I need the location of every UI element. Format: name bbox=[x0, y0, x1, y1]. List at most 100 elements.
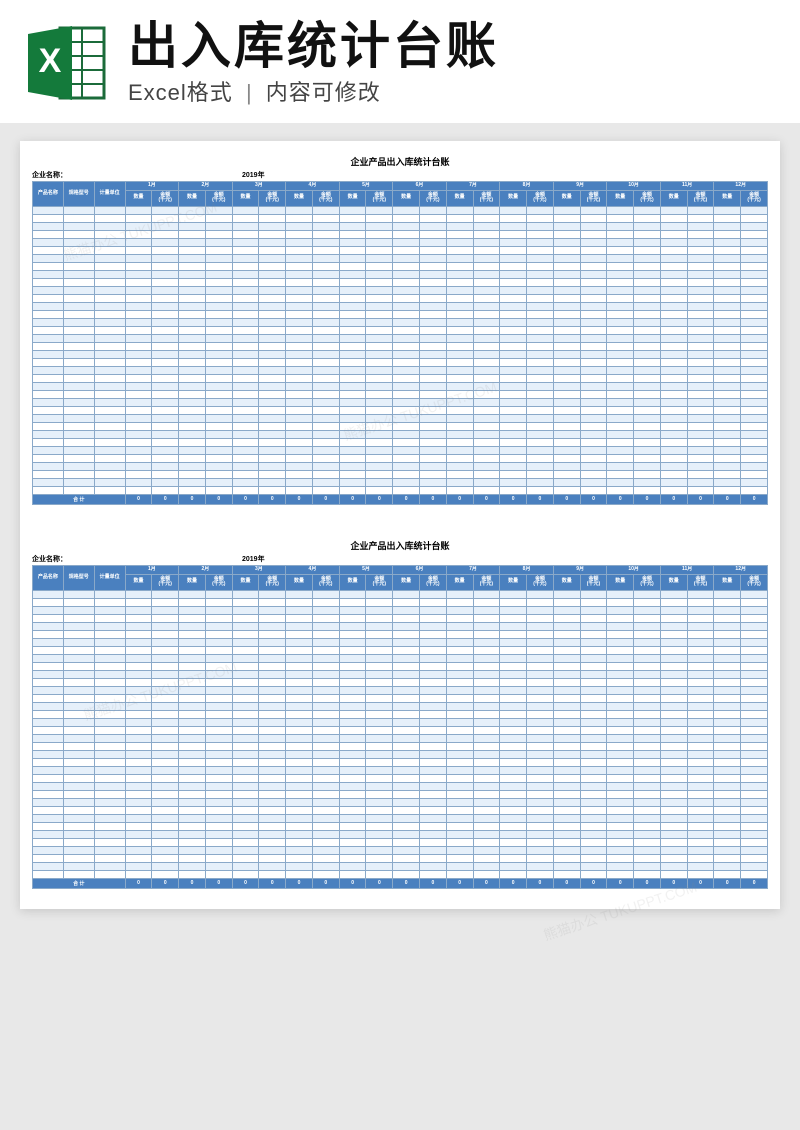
cell[interactable] bbox=[179, 398, 206, 406]
cell[interactable] bbox=[286, 838, 313, 846]
cell[interactable] bbox=[420, 254, 447, 262]
cell[interactable] bbox=[393, 422, 420, 430]
cell[interactable] bbox=[500, 446, 527, 454]
cell[interactable] bbox=[634, 726, 661, 734]
cell[interactable] bbox=[286, 606, 313, 614]
cell[interactable] bbox=[366, 334, 393, 342]
cell[interactable] bbox=[741, 350, 768, 358]
cell[interactable] bbox=[339, 390, 366, 398]
cell[interactable] bbox=[232, 326, 259, 334]
cell[interactable] bbox=[179, 774, 206, 782]
cell[interactable] bbox=[660, 854, 687, 862]
cell[interactable] bbox=[473, 230, 500, 238]
cell[interactable] bbox=[125, 710, 152, 718]
cell[interactable] bbox=[393, 446, 420, 454]
cell[interactable] bbox=[205, 702, 232, 710]
cell[interactable] bbox=[741, 662, 768, 670]
cell[interactable] bbox=[94, 686, 125, 694]
cell[interactable] bbox=[94, 262, 125, 270]
cell[interactable] bbox=[286, 366, 313, 374]
cell[interactable] bbox=[660, 318, 687, 326]
cell[interactable] bbox=[152, 654, 179, 662]
cell[interactable] bbox=[286, 318, 313, 326]
cell[interactable] bbox=[420, 334, 447, 342]
cell[interactable] bbox=[420, 270, 447, 278]
cell[interactable] bbox=[179, 830, 206, 838]
cell[interactable] bbox=[339, 862, 366, 870]
cell[interactable] bbox=[553, 470, 580, 478]
cell[interactable] bbox=[500, 486, 527, 494]
cell[interactable] bbox=[607, 302, 634, 310]
cell[interactable] bbox=[259, 470, 286, 478]
cell[interactable] bbox=[125, 414, 152, 422]
cell[interactable] bbox=[473, 670, 500, 678]
cell[interactable] bbox=[580, 358, 607, 366]
cell[interactable] bbox=[94, 726, 125, 734]
cell[interactable] bbox=[420, 774, 447, 782]
cell[interactable] bbox=[446, 398, 473, 406]
cell[interactable] bbox=[446, 214, 473, 222]
cell[interactable] bbox=[63, 630, 94, 638]
cell[interactable] bbox=[152, 614, 179, 622]
cell[interactable] bbox=[607, 646, 634, 654]
cell[interactable] bbox=[714, 294, 741, 302]
cell[interactable] bbox=[714, 342, 741, 350]
cell[interactable] bbox=[232, 486, 259, 494]
cell[interactable] bbox=[393, 590, 420, 598]
cell[interactable] bbox=[179, 438, 206, 446]
cell[interactable] bbox=[446, 646, 473, 654]
cell[interactable] bbox=[553, 678, 580, 686]
cell[interactable] bbox=[500, 286, 527, 294]
cell[interactable] bbox=[741, 694, 768, 702]
cell[interactable] bbox=[232, 302, 259, 310]
cell[interactable] bbox=[446, 870, 473, 878]
cell[interactable] bbox=[339, 350, 366, 358]
cell[interactable] bbox=[420, 318, 447, 326]
cell[interactable] bbox=[687, 326, 714, 334]
cell[interactable] bbox=[553, 654, 580, 662]
cell[interactable] bbox=[634, 390, 661, 398]
cell[interactable] bbox=[500, 734, 527, 742]
cell[interactable] bbox=[366, 814, 393, 822]
cell[interactable] bbox=[259, 310, 286, 318]
cell[interactable] bbox=[500, 782, 527, 790]
cell[interactable] bbox=[312, 262, 339, 270]
cell[interactable] bbox=[152, 366, 179, 374]
cell[interactable] bbox=[714, 862, 741, 870]
cell[interactable] bbox=[527, 382, 554, 390]
cell[interactable] bbox=[446, 806, 473, 814]
cell[interactable] bbox=[63, 438, 94, 446]
cell[interactable] bbox=[205, 462, 232, 470]
cell[interactable] bbox=[607, 846, 634, 854]
cell[interactable] bbox=[607, 726, 634, 734]
cell[interactable] bbox=[312, 214, 339, 222]
cell[interactable] bbox=[63, 246, 94, 254]
cell[interactable] bbox=[714, 750, 741, 758]
cell[interactable] bbox=[366, 742, 393, 750]
cell[interactable] bbox=[580, 230, 607, 238]
cell[interactable] bbox=[366, 662, 393, 670]
cell[interactable] bbox=[634, 278, 661, 286]
cell[interactable] bbox=[607, 678, 634, 686]
cell[interactable] bbox=[339, 478, 366, 486]
cell[interactable] bbox=[366, 350, 393, 358]
cell[interactable] bbox=[473, 662, 500, 670]
cell[interactable] bbox=[286, 462, 313, 470]
cell[interactable] bbox=[286, 790, 313, 798]
cell[interactable] bbox=[94, 350, 125, 358]
cell[interactable] bbox=[63, 390, 94, 398]
cell[interactable] bbox=[205, 334, 232, 342]
cell[interactable] bbox=[500, 694, 527, 702]
cell[interactable] bbox=[125, 862, 152, 870]
cell[interactable] bbox=[660, 622, 687, 630]
cell[interactable] bbox=[63, 798, 94, 806]
cell[interactable] bbox=[286, 718, 313, 726]
cell[interactable] bbox=[94, 862, 125, 870]
cell[interactable] bbox=[500, 414, 527, 422]
cell[interactable] bbox=[125, 806, 152, 814]
cell[interactable] bbox=[33, 678, 64, 686]
cell[interactable] bbox=[259, 318, 286, 326]
cell[interactable] bbox=[259, 734, 286, 742]
cell[interactable] bbox=[205, 270, 232, 278]
cell[interactable] bbox=[607, 326, 634, 334]
